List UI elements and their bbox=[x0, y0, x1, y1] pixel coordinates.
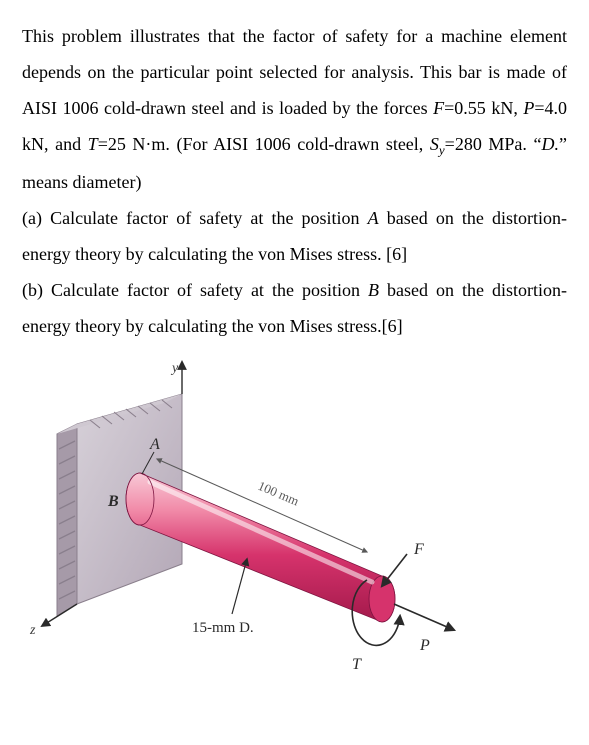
symbol-P: P bbox=[523, 98, 534, 118]
symbol-D: D. bbox=[542, 134, 560, 154]
symbol-T: T bbox=[88, 134, 98, 154]
qb-pre: (b) Calculate factor of safety at the po… bbox=[22, 280, 368, 300]
val-F: =0.55 kN, bbox=[444, 98, 523, 118]
symbol-F: F bbox=[433, 98, 444, 118]
problem-statement: This problem illustrates that the factor… bbox=[22, 18, 567, 200]
qa-A: A bbox=[368, 208, 379, 228]
dim-dia-leader-icon bbox=[232, 559, 247, 614]
axis-z-label: z bbox=[29, 623, 36, 638]
axis-y-label: y bbox=[170, 361, 179, 376]
force-F-icon bbox=[382, 554, 407, 586]
symbol-S: S bbox=[430, 134, 439, 154]
force-P-icon bbox=[394, 604, 454, 630]
figure-svg: y z A B 100 mm 15-mm D. F P bbox=[22, 354, 492, 684]
torque-T-label: T bbox=[352, 656, 362, 673]
label-B: B bbox=[107, 493, 119, 510]
val-T: =25 N·m. (For AISI 1006 cold-drawn steel… bbox=[98, 134, 430, 154]
label-A: A bbox=[149, 436, 160, 453]
val-Sy: =280 MPa. “ bbox=[445, 134, 542, 154]
qb-B: B bbox=[368, 280, 379, 300]
dim-dia-label: 15-mm D. bbox=[192, 620, 254, 636]
force-P-label: P bbox=[419, 637, 430, 654]
dim-length-label: 100 mm bbox=[256, 478, 301, 509]
force-F-label: F bbox=[413, 541, 424, 558]
figure-container: y z A B 100 mm 15-mm D. F P bbox=[22, 354, 567, 684]
question-a: (a) Calculate factor of safety at the po… bbox=[22, 200, 567, 272]
page-root: This problem illustrates that the factor… bbox=[0, 0, 589, 694]
qa-pre: (a) Calculate factor of safety at the po… bbox=[22, 208, 368, 228]
question-b: (b) Calculate factor of safety at the po… bbox=[22, 272, 567, 344]
